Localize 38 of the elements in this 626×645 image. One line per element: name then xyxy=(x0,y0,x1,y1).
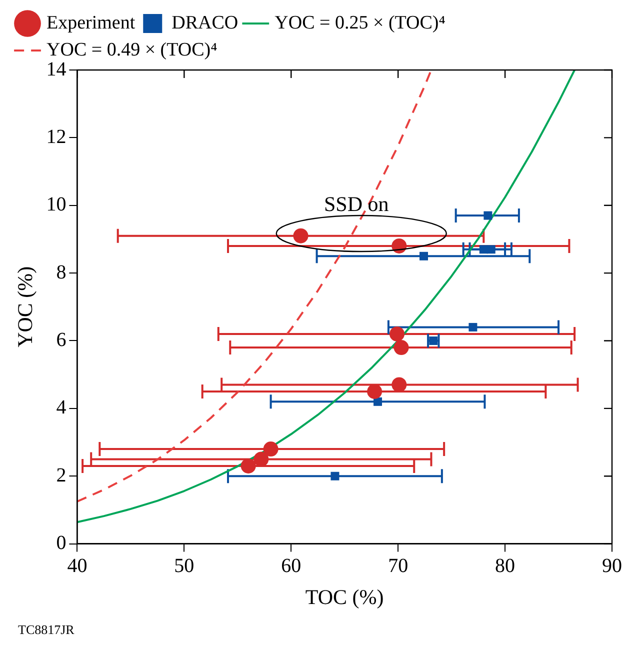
point xyxy=(330,472,340,480)
legend-label: YOC = 0.25 × (TOC)⁴ xyxy=(274,12,446,34)
point xyxy=(240,458,256,474)
x-tick-label: 40 xyxy=(67,555,88,578)
point xyxy=(468,322,478,332)
point xyxy=(293,228,308,244)
x-tick-label: 90 xyxy=(602,555,622,578)
y-tick-label: 12 xyxy=(46,126,66,148)
x-tick-label: 70 xyxy=(388,555,408,578)
x-tick-label: 50 xyxy=(174,555,194,578)
x-tick-label: 80 xyxy=(495,555,516,578)
line-series xyxy=(77,70,432,502)
point xyxy=(367,384,382,400)
y-tick-label: 6 xyxy=(56,328,66,351)
y-tick-label: 4 xyxy=(56,396,66,419)
y-axis-title: YOC (%) xyxy=(13,266,38,348)
text: TC8817JR xyxy=(18,622,75,637)
point xyxy=(394,340,409,356)
annotation: SSD on xyxy=(324,192,390,216)
y-tick-label: 8 xyxy=(56,261,66,284)
point xyxy=(486,245,496,254)
y-tick-label: 0 xyxy=(56,532,66,554)
legend-label: Experiment xyxy=(46,12,136,34)
y-tick-label: 14 xyxy=(46,58,66,80)
x-tick-label: 60 xyxy=(281,555,302,578)
point xyxy=(254,452,269,467)
point xyxy=(420,252,428,260)
point xyxy=(392,238,407,254)
point xyxy=(263,442,278,457)
point xyxy=(390,326,405,342)
point xyxy=(374,397,382,406)
y-tick-label: 2 xyxy=(56,464,66,486)
x-axis-title: TOC (%) xyxy=(305,584,384,609)
legend-label: DRACO xyxy=(172,12,238,34)
point xyxy=(484,211,492,220)
legend-label: YOC = 0.49 × (TOC)⁴ xyxy=(46,39,218,60)
y-tick-label: 10 xyxy=(46,194,66,216)
point xyxy=(392,377,407,392)
